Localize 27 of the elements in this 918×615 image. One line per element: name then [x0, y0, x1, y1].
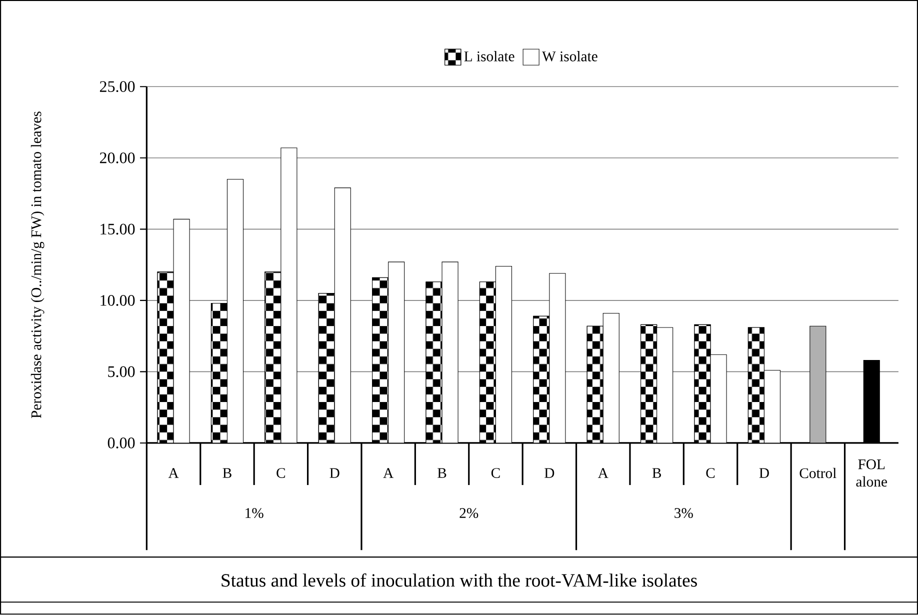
x-tick-label: D [330, 468, 340, 478]
x-tick-label: D [544, 468, 554, 478]
x-tick-label: A [383, 468, 394, 478]
x-tick-label: FOL alone [856, 460, 887, 487]
x-tick-label: B [438, 468, 446, 478]
x-tick-label: A [598, 468, 608, 478]
y-tick-label: 0.00 [108, 438, 135, 449]
text: 1% [246, 508, 264, 518]
legend-label: W isolate [542, 51, 598, 62]
legend-label: L isolate [464, 51, 514, 62]
x-axis-title: Status and levels of inoculation with the root-VAM-like isolates [222, 574, 697, 588]
y-tick-label: 5.00 [108, 366, 135, 378]
x-tick-label: A [168, 468, 179, 478]
x-tick-label: B [222, 468, 232, 478]
x-tick-label: B [652, 468, 661, 478]
y-tick-label: 15.00 [100, 224, 135, 235]
x-tick-label: C [276, 468, 286, 478]
y-tick-label: 20.00 [100, 152, 135, 164]
x-tick-label: Cotrol [800, 468, 836, 478]
y-tick-label: 10.00 [100, 295, 135, 306]
y-axis-title: Peroxidase activity (O../min/g FW) in tomato leaves [30, 112, 44, 418]
text: 3% [674, 508, 693, 518]
text: 2% [460, 508, 478, 518]
x-tick-label: C [706, 468, 715, 478]
x-tick-label: C [491, 468, 500, 478]
x-tick-label: D [759, 468, 769, 478]
y-tick-label: 25.00 [100, 81, 135, 92]
